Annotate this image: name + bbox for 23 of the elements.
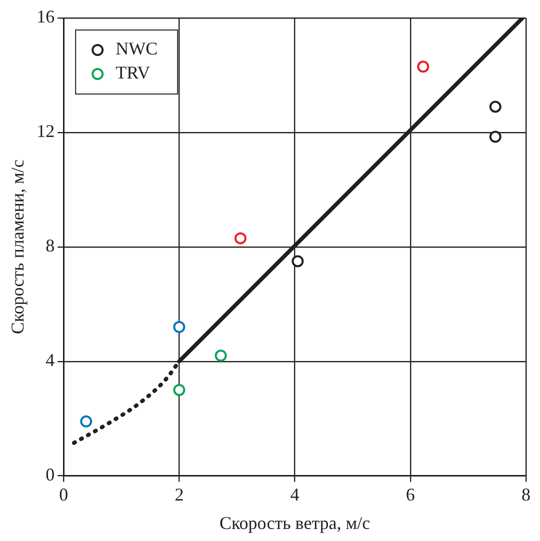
legend-label: NWC: [116, 38, 158, 59]
x-tick-label: 8: [522, 484, 530, 504]
y-tick-label: 4: [46, 350, 55, 370]
point: [173, 321, 186, 334]
point: [80, 415, 92, 428]
y-tick-label: 8: [46, 236, 55, 256]
point: [292, 255, 304, 268]
point: [234, 232, 246, 244]
point: [173, 384, 186, 396]
point: [417, 60, 430, 73]
x-axis-title: Скорость ветра, м/с: [219, 512, 370, 533]
y-tick-label: 12: [36, 121, 55, 142]
x-tick-label: 4: [290, 484, 300, 504]
y-tick-label: 0: [46, 464, 55, 485]
point: [214, 350, 227, 362]
x-tick-label: 2: [174, 484, 184, 504]
y-tick-label: 16: [36, 6, 55, 27]
point: [489, 130, 502, 143]
y-axis-title: Скорость пламени, м/с: [8, 160, 28, 334]
x-tick-label: 0: [59, 484, 68, 504]
point: [489, 100, 502, 113]
x-tick-label: 6: [406, 484, 415, 504]
legend-label: TRV: [116, 62, 150, 83]
